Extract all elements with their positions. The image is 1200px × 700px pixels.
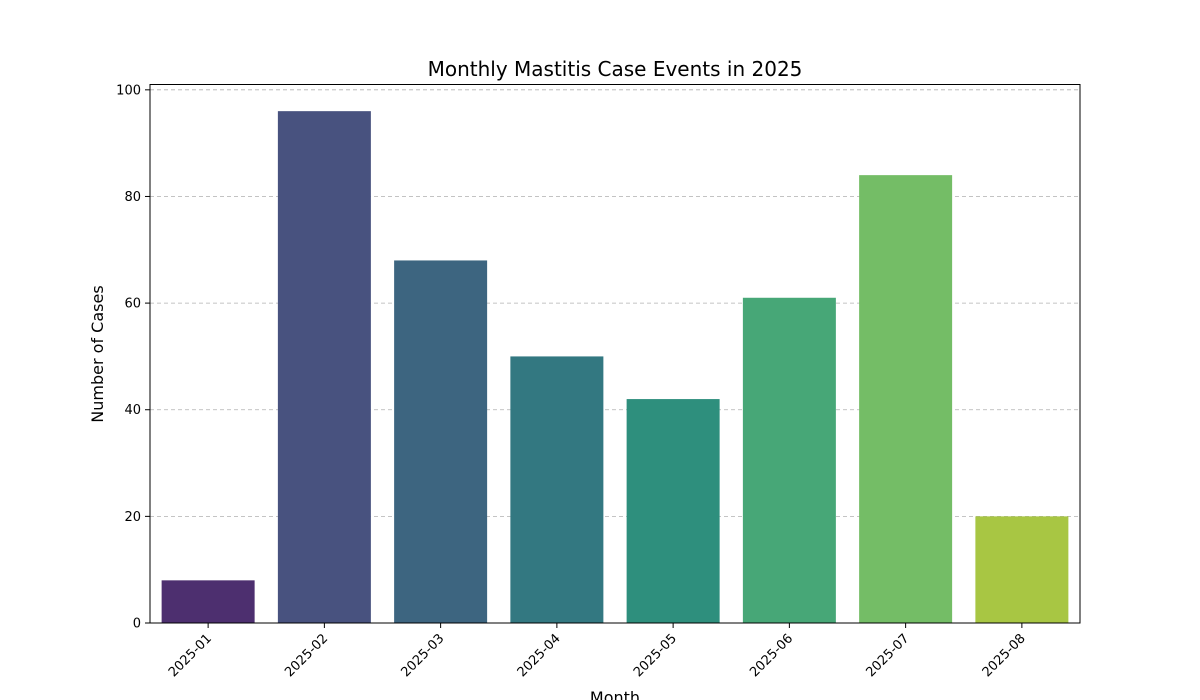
x-tick-label: 2025-02: [282, 631, 331, 680]
bar-2025-04: [510, 356, 604, 623]
x-tick-label: 2025-08: [980, 631, 1029, 680]
bar-2025-03: [394, 260, 488, 623]
y-tick-label: 60: [124, 297, 141, 312]
x-axis-label: Month: [590, 688, 640, 700]
y-axis-ticks: 0 20 40 60 80 100: [116, 83, 150, 632]
bar-2025-05: [626, 399, 720, 623]
x-tick-label: 2025-03: [398, 631, 447, 680]
x-tick-label: 2025-04: [515, 631, 564, 680]
y-tick-label: 40: [124, 403, 141, 418]
x-tick-label: 2025-01: [166, 631, 215, 680]
y-tick-label: 20: [124, 510, 141, 525]
y-tick-label: 100: [116, 83, 141, 98]
x-tick-label: 2025-07: [863, 631, 912, 680]
x-tick-label: 2025-06: [747, 631, 796, 680]
bar-2025-07: [859, 175, 953, 623]
chart-title: Monthly Mastitis Case Events in 2025: [428, 57, 803, 81]
bar-2025-01: [161, 580, 255, 623]
bar-2025-02: [277, 111, 371, 623]
bar-2025-08: [975, 516, 1069, 623]
x-axis-ticks: 2025-01 2025-02 2025-03 2025-04 2025-05 2025-…: [166, 623, 1029, 680]
x-tick-label: 2025-05: [631, 631, 680, 680]
y-tick-label: 80: [124, 190, 141, 205]
bar-2025-06: [742, 297, 836, 623]
plot-frame: [149, 84, 1081, 624]
y-tick-label: 0: [133, 617, 141, 632]
y-axis-label: Number of Cases: [88, 285, 107, 422]
bars: [161, 111, 1069, 623]
